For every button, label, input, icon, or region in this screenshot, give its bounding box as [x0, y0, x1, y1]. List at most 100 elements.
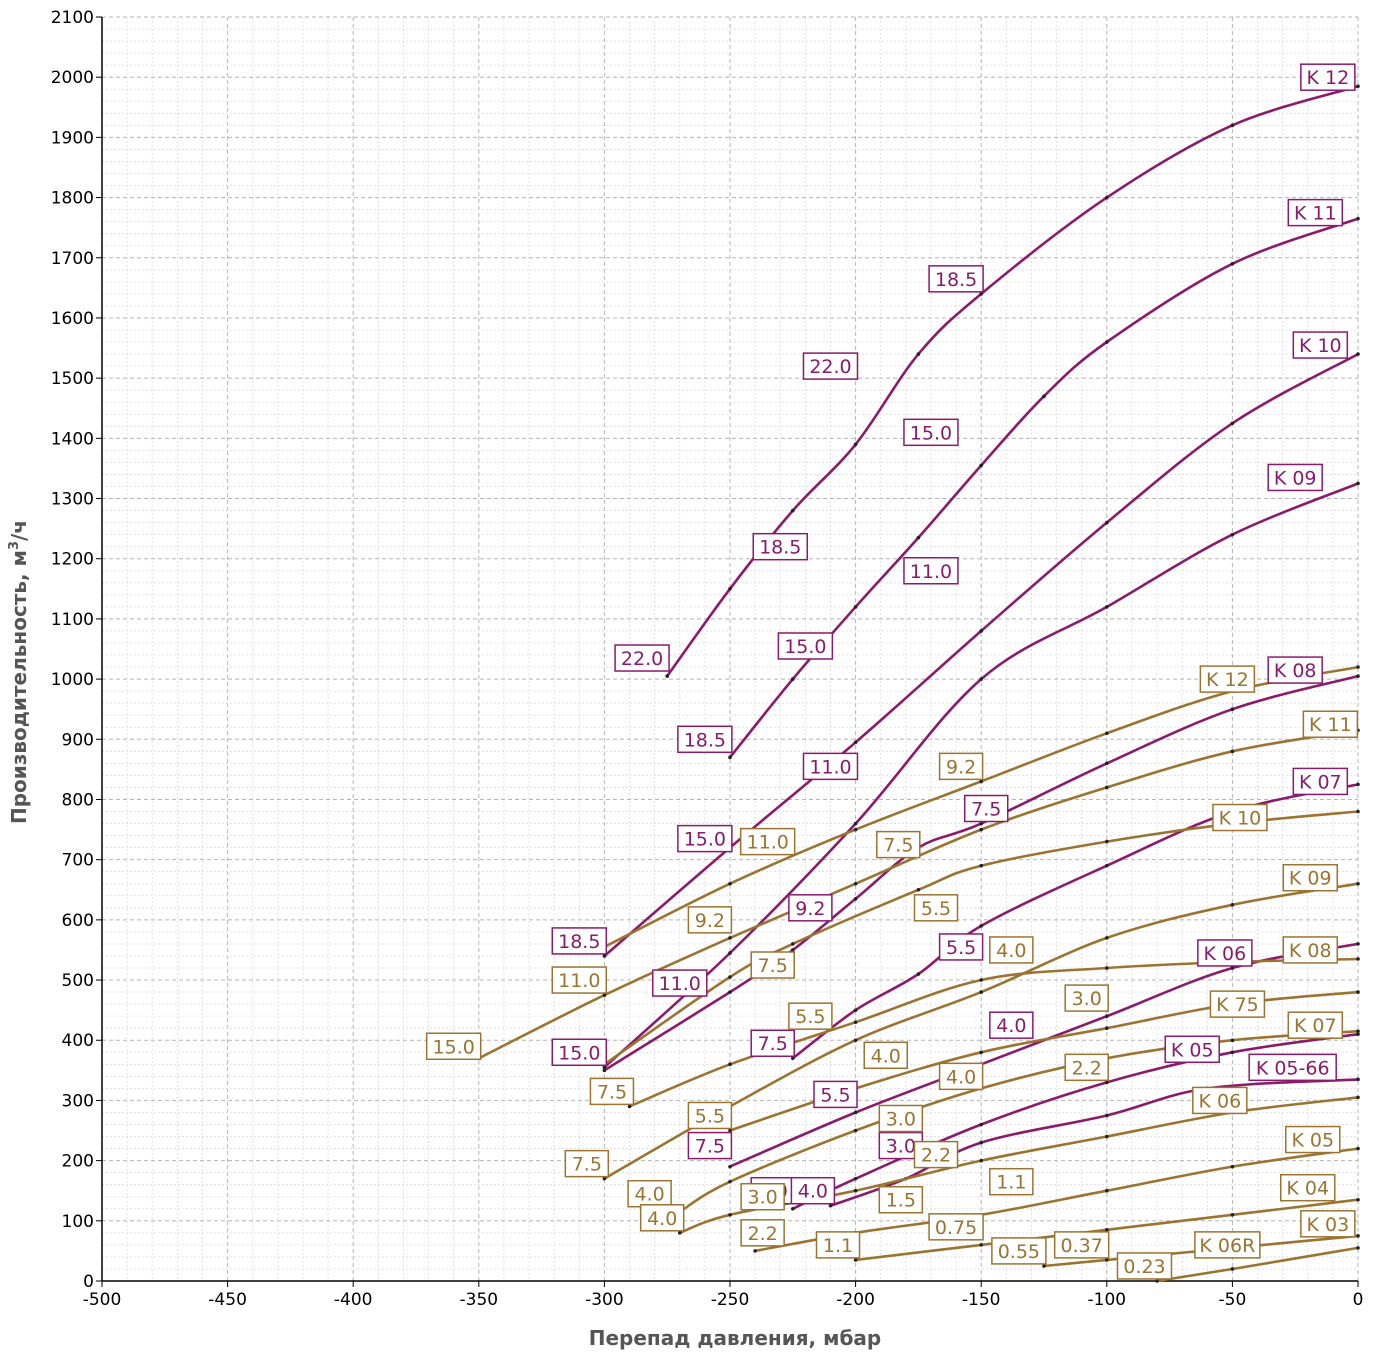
- data-point: [1356, 881, 1360, 886]
- x-tick-label: -100: [1088, 1290, 1127, 1310]
- data-point: [1230, 1212, 1235, 1217]
- data-point: [1356, 942, 1360, 946]
- data-point: [1356, 1032, 1360, 1037]
- data-point: [1356, 1197, 1360, 1202]
- data-point: [728, 936, 732, 940]
- annotation-purple: 4.0: [790, 1176, 836, 1205]
- annotation-box: [687, 906, 733, 934]
- series-line-purple-k11: [728, 217, 1359, 759]
- annotation-text: 7.5: [883, 835, 913, 857]
- annotation-text: K 09: [1274, 467, 1317, 489]
- annotation-box: [1212, 803, 1268, 832]
- annotation-gold: 5.5: [788, 1002, 833, 1030]
- annotation-gold: 11.0: [739, 827, 796, 856]
- data-point: [853, 896, 858, 901]
- data-point: [791, 942, 795, 946]
- y-tick-label: 900: [62, 730, 94, 750]
- x-tick-label: -50: [1219, 1290, 1247, 1310]
- annotation-text: K 75: [1216, 994, 1259, 1016]
- annotation-gold: K 06R: [1194, 1231, 1261, 1259]
- y-tick-label: 500: [62, 971, 94, 991]
- y-tick-label: 2100: [51, 8, 94, 28]
- annotation-text: 0.37: [1061, 1235, 1103, 1257]
- annotation-gold: 0.55: [991, 1237, 1047, 1265]
- annotation-box: [740, 1219, 785, 1247]
- annotation-purple: 7.5: [750, 1029, 795, 1057]
- data-point: [791, 948, 795, 952]
- annotation-text: K 03: [1307, 1214, 1350, 1236]
- annotation-text: 18.5: [558, 931, 600, 953]
- annotation-gold: 9.2: [938, 752, 984, 781]
- data-point: [1356, 957, 1360, 961]
- annotation-purple: K 08: [1267, 656, 1323, 684]
- y-tick-label: 1800: [51, 189, 94, 209]
- data-point: [1356, 990, 1360, 994]
- data-point: [728, 587, 732, 591]
- annotation-text: 9.2: [695, 910, 725, 932]
- y-tick-label: 1100: [51, 610, 94, 630]
- annotation-purple: K 05: [1164, 1035, 1220, 1064]
- annotation-text: 5.5: [921, 898, 951, 920]
- annotation-box: [989, 1167, 1034, 1196]
- data-point: [602, 954, 607, 958]
- annotation-purple: K 05-66: [1248, 1053, 1337, 1082]
- annotation-text: 5.5: [820, 1084, 850, 1106]
- y-tick-label: 1600: [51, 309, 94, 329]
- annotation-text: 15.0: [684, 829, 726, 851]
- annotation-gold: 9.2: [687, 906, 733, 934]
- data-point: [1105, 863, 1109, 868]
- annotation-box: [863, 1041, 908, 1070]
- x-tick-label: -300: [585, 1290, 624, 1310]
- annotation-gold: K 07: [1287, 1011, 1344, 1039]
- annotation-box: [790, 1176, 836, 1205]
- annotation-gold: 1.5: [878, 1185, 924, 1214]
- data-point: [1230, 1164, 1235, 1169]
- annotation-gold: K 75: [1209, 990, 1266, 1018]
- data-point: [602, 993, 607, 997]
- data-point: [1105, 1080, 1109, 1085]
- data-point: [979, 1243, 983, 1247]
- annotation-purple: 22.0: [614, 644, 670, 672]
- annotation-box: [1192, 1086, 1248, 1115]
- annotation-text: K 06: [1198, 1090, 1241, 1112]
- annotation-box: [1064, 984, 1109, 1012]
- annotation-box: [752, 532, 808, 561]
- annotation-box: [1287, 198, 1344, 227]
- annotation-gold: 7.5: [876, 830, 921, 859]
- annotation-gold: 2.2: [913, 1140, 959, 1169]
- data-point: [1356, 352, 1360, 356]
- annotation-gold: 1.1: [989, 1167, 1034, 1196]
- annotation-gold: 0.23: [1116, 1252, 1173, 1280]
- data-point: [1230, 707, 1235, 711]
- annotation-box: [913, 1140, 959, 1169]
- data-point: [1105, 785, 1109, 790]
- annotation-gold: K 04: [1280, 1173, 1336, 1202]
- annotation-text: 22.0: [809, 356, 851, 378]
- annotation-box: [564, 1149, 610, 1178]
- annotation-gold: 7.5: [564, 1149, 610, 1178]
- annotation-box: [1282, 863, 1339, 892]
- annotation-box: [878, 1185, 924, 1214]
- annotation-box: [627, 1179, 672, 1208]
- series-line-purple-k12: [666, 84, 1359, 677]
- annotation-text: 5.5: [795, 1006, 825, 1028]
- x-tick-label: -450: [208, 1290, 247, 1310]
- annotation-box: [913, 894, 959, 922]
- data-point: [853, 1038, 858, 1043]
- y-tick-label: 0: [83, 1272, 94, 1292]
- annotation-text: 2.2: [921, 1145, 951, 1167]
- annotation-text: 4.0: [946, 1066, 976, 1088]
- y-tick-label: 1900: [51, 128, 94, 148]
- x-tick-label: -500: [83, 1290, 122, 1310]
- data-point: [728, 755, 732, 760]
- data-point: [1105, 936, 1109, 940]
- y-tick-label: 1500: [51, 369, 94, 389]
- data-point: [1105, 731, 1109, 736]
- annotation-text: 11.0: [659, 973, 701, 995]
- annotation-gold: K 09: [1282, 863, 1339, 892]
- annotation-purple: 11.0: [903, 557, 959, 585]
- data-point: [979, 779, 983, 784]
- annotation-text: K 08: [1289, 940, 1332, 962]
- annotation-purple: 18.5: [928, 265, 984, 293]
- y-tick-label: 1200: [51, 550, 94, 570]
